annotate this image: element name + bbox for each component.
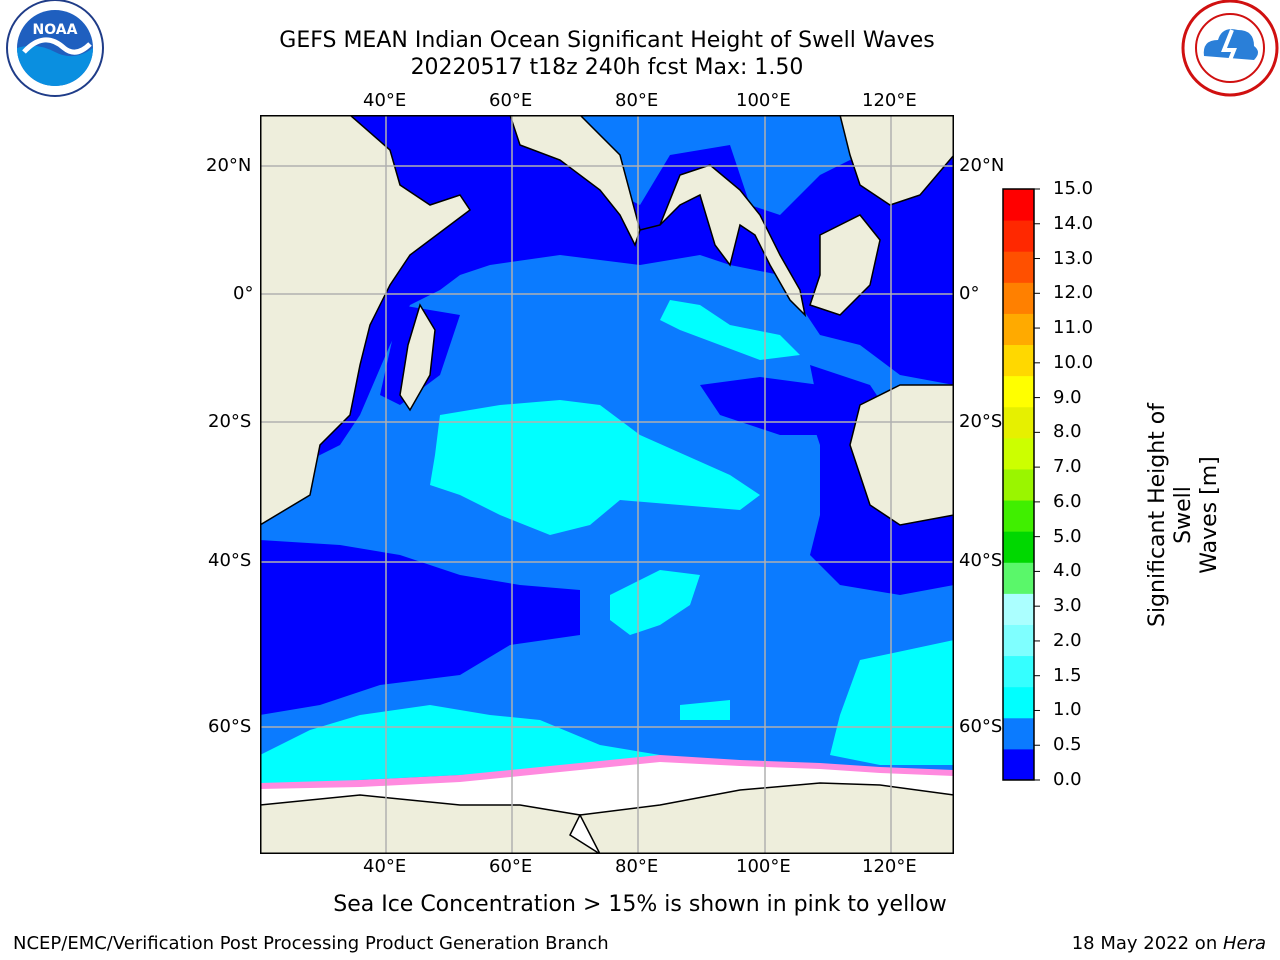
lat-label-right-0: 0° <box>959 283 980 304</box>
colorbar-tick-label: 6.0 <box>1053 490 1082 512</box>
lon-label-bottom-80e: 80°E <box>615 856 659 877</box>
colorbar-tick-label: 8.0 <box>1053 421 1082 443</box>
colorbar-tick-label: 0.0 <box>1053 769 1082 790</box>
lon-label-top-60e: 60°E <box>489 90 533 111</box>
chart-title: GEFS MEAN Indian Ocean Significant Heigh… <box>279 28 935 53</box>
colorbar-tick-label: 9.0 <box>1053 386 1082 408</box>
colorbar-segment <box>1003 468 1034 501</box>
lat-label-left-60s: 60°S <box>208 716 252 737</box>
lat-label-right-20s: 20°S <box>959 411 1003 432</box>
colorbar-segment <box>1003 748 1034 781</box>
lon-label-top-80e: 80°E <box>615 90 659 111</box>
lon-label-top-120e: 120°E <box>862 90 917 111</box>
colorbar-tick-label: 4.0 <box>1053 560 1082 582</box>
colorbar-tick-label: 1.5 <box>1053 664 1082 686</box>
lat-label-right-60s: 60°S <box>959 716 1003 737</box>
colorbar-segment <box>1003 406 1034 439</box>
lon-label-bottom-60e: 60°E <box>489 856 533 877</box>
lon-label-bottom-120e: 120°E <box>862 856 917 877</box>
colorbar-title: Significant Height of Swell Waves [m] <box>1145 385 1222 645</box>
colorbar-segment <box>1003 531 1034 563</box>
colorbar-segment <box>1003 655 1034 688</box>
colorbar-tick-label: 2.0 <box>1053 629 1082 651</box>
colorbar-segment <box>1003 624 1034 657</box>
lat-label-right-20n: 20°N <box>959 155 1005 176</box>
noaa-logo-icon: NOAA <box>6 0 104 97</box>
colorbar-segment <box>1003 593 1034 625</box>
colorbar-tick-label: 7.0 <box>1053 456 1082 478</box>
nws-logo-icon <box>1181 0 1279 97</box>
colorbar-segment <box>1003 500 1034 532</box>
lat-label-left-40s: 40°S <box>208 550 252 571</box>
footer-organization: NCEP/EMC/Verification Post Processing Pr… <box>13 933 609 954</box>
lat-label-left-20n: 20°N <box>206 155 252 176</box>
colorbar-tick-label: 15.0 <box>1053 178 1094 199</box>
colorbar-tick-label: 5.0 <box>1053 525 1082 547</box>
colorbar-segment <box>1003 686 1034 719</box>
footer-date: 18 May 2022 on <box>1071 933 1223 954</box>
lat-label-left-20s: 20°S <box>208 411 252 432</box>
colorbar-segment <box>1003 375 1034 408</box>
colorbar-segment <box>1003 344 1034 377</box>
colorbar-segment <box>1003 562 1034 594</box>
map-frame <box>260 115 954 854</box>
lat-label-left-0: 0° <box>233 283 254 304</box>
colorbar <box>1002 188 1040 781</box>
colorbar-segment <box>1003 189 1034 221</box>
graticule <box>260 115 954 854</box>
footer-host: Hera <box>1222 933 1266 954</box>
noaa-logo-text: NOAA <box>33 22 78 38</box>
footer-date-host: 18 May 2022 on Hera <box>1072 933 1266 954</box>
lon-label-top-100e: 100°E <box>736 90 791 111</box>
map-panel <box>260 115 954 854</box>
colorbar-segment <box>1003 717 1034 750</box>
colorbar-segment <box>1003 220 1034 252</box>
colorbar-tick-label: 10.0 <box>1053 351 1094 373</box>
colorbar-segment <box>1003 282 1034 314</box>
colorbar-tick-label: 0.5 <box>1053 734 1082 756</box>
colorbar-tick-label: 3.0 <box>1053 595 1082 617</box>
colorbar-tick-label: 1.0 <box>1053 699 1082 721</box>
colorbar-tick-label: 13.0 <box>1053 247 1094 269</box>
sea-ice-note: Sea Ice Concentration > 15% is shown in … <box>333 892 947 917</box>
colorbar-tick-label: 14.0 <box>1053 212 1094 234</box>
colorbar-segment <box>1003 437 1034 470</box>
colorbar-segment <box>1003 313 1034 346</box>
lon-label-bottom-40e: 40°E <box>363 856 407 877</box>
colorbar-tick-label: 11.0 <box>1053 317 1094 339</box>
lat-label-right-40s: 40°S <box>959 550 1003 571</box>
lon-label-bottom-100e: 100°E <box>736 856 791 877</box>
lon-label-top-40e: 40°E <box>363 90 407 111</box>
colorbar-title-line1: Significant Height of Swell <box>1145 402 1196 628</box>
colorbar-tick-label: 12.0 <box>1053 282 1094 304</box>
chart-subtitle: 20220517 t18z 240h fcst Max: 1.50 <box>410 55 804 80</box>
colorbar-title-line2: Waves [m] <box>1197 456 1222 574</box>
colorbar-segment <box>1003 251 1034 283</box>
